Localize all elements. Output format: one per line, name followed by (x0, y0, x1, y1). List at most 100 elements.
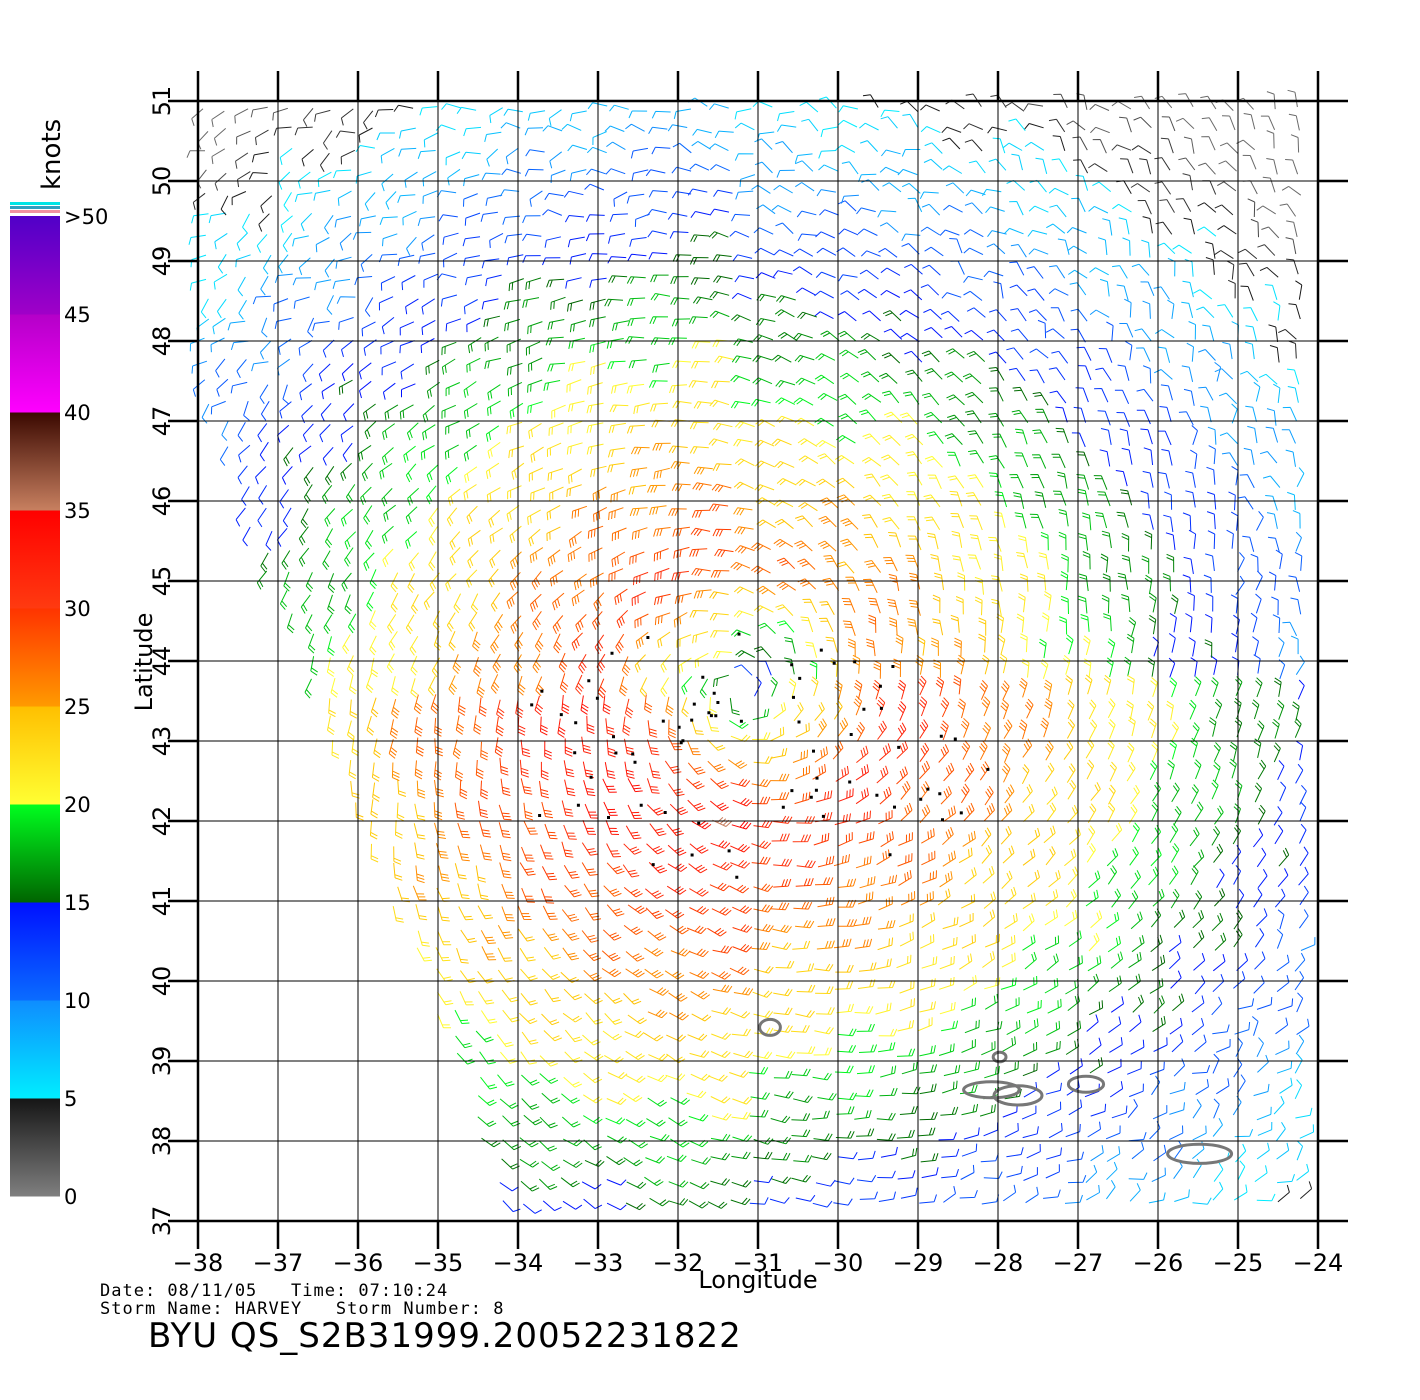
wind-barb-group (690, 540, 962, 1000)
wind-barb-group (709, 411, 1049, 1037)
wind-barb-group (259, 215, 1255, 1162)
wind-barb-group (589, 316, 1171, 1124)
wind-barb-group (1130, 677, 1219, 930)
wind-barb-group (509, 402, 1120, 1124)
wind-barb-group (319, 93, 1299, 275)
wind-barb-group (985, 993, 1081, 1052)
wind-barb-group (529, 593, 689, 935)
wind-barb-group (601, 950, 750, 976)
wind-barb-group (1090, 126, 1110, 134)
wind-barb-group (1084, 1037, 1102, 1098)
wind-barb-group (649, 722, 1200, 1142)
wind-barb-group (625, 803, 689, 874)
wind-barb-group (506, 421, 1096, 1105)
wind-barb-group (281, 363, 1264, 848)
lon-tick-label: −30 (813, 1249, 864, 1277)
legend-band-25-30 (10, 608, 60, 707)
wind-barb-group (1211, 996, 1223, 1074)
axis-ticks (168, 71, 1348, 1249)
wind-barb-group (897, 679, 906, 700)
wind-barb-group (413, 508, 796, 920)
wind-barb-group (1192, 1099, 1202, 1119)
wind-barb-group (401, 237, 1225, 1179)
wind-barb-group (463, 126, 1278, 385)
wind-barb-group (653, 467, 904, 700)
wind-barb-group (364, 261, 1273, 1199)
wind-barb-group (258, 135, 1217, 232)
wind-barb-group (257, 296, 960, 528)
axis-labels: −38 −37 −36 −35 −34 −33 −32 −31 −30 −29 −28 −27 −26 −… (130, 86, 1343, 1294)
wind-barb-group (1094, 512, 1108, 529)
wind-barb-group (608, 507, 1013, 739)
wind-barb-group (282, 106, 1310, 1181)
wind-barb-group (647, 930, 667, 941)
wind-barb-group (463, 168, 1243, 1057)
wind-barb-group (305, 504, 1069, 721)
wind-barb-group (1141, 239, 1212, 1205)
wind-barb-group (525, 341, 1280, 1138)
wind-barb-group (671, 191, 1277, 591)
wind-barb-group (241, 339, 1268, 1161)
wind-barb-group (784, 637, 796, 654)
wind-barb-group (251, 127, 1290, 1203)
wind-barb-group (527, 110, 546, 121)
wind-barb-group (625, 336, 1028, 1149)
wind-barb-group (582, 434, 901, 1046)
wind-barb-group (799, 101, 1112, 192)
wind-barb-group (626, 276, 1038, 1057)
wind-barb-group (445, 382, 461, 397)
wind-barb-group (507, 380, 753, 1105)
wind-barb-group (441, 309, 986, 362)
wind-barb-group (588, 483, 937, 884)
wind-barb-group (190, 137, 1281, 321)
wind-barb-group (1276, 1142, 1290, 1160)
wind-barb-group (324, 466, 1281, 1209)
lon-tick-label: −37 (253, 1249, 304, 1277)
wind-barb-group (753, 762, 955, 892)
wind-barb-group (231, 109, 1237, 235)
wind-barb-group (1089, 719, 1098, 740)
wind-barb-group (613, 191, 628, 207)
wind-barb-group (945, 182, 1257, 1159)
wind-barb-group (248, 172, 1301, 363)
wind-barb-group (1290, 635, 1299, 655)
wind-barb-group (1010, 328, 1258, 633)
wind-barb-group (519, 478, 977, 1025)
wind-barb-group (298, 319, 1047, 1120)
wind-barb-group (667, 844, 687, 856)
lon-tick-label: −24 (1293, 1249, 1344, 1277)
wind-barb-group (340, 392, 1197, 1104)
wind-barb-group (191, 194, 1316, 1058)
legend-band-10-15 (10, 902, 60, 1001)
wind-barb-group (543, 372, 1179, 1107)
wind-barb-group (391, 489, 953, 996)
wind-barb-group (1169, 677, 1178, 698)
wind-barb-group (835, 477, 1033, 930)
wind-barb-group (1073, 159, 1089, 174)
lat-tick-label: 41 (148, 886, 176, 917)
wind-barb-group (896, 594, 1186, 1139)
wind-barb-group (391, 549, 898, 719)
wind-barb-group (260, 179, 880, 296)
wind-barb-group (688, 314, 1263, 1209)
wind-barb-group (455, 592, 956, 913)
wind-barb-group (327, 425, 959, 1053)
wind-barb-group (1183, 136, 1195, 154)
wind-barb-group (388, 421, 982, 740)
wind-barb-group (467, 529, 495, 984)
wind-barb-group (434, 717, 975, 839)
product-identifier: BYU QS_S2B31999.20052231822 (148, 1316, 742, 1356)
wind-barb-group (355, 463, 1012, 1022)
wind-barb-group (477, 484, 941, 920)
wind-barb-group (611, 382, 1159, 1081)
wind-barb-group (421, 277, 1268, 1098)
wind-barb-group (945, 99, 1173, 235)
wind-barb-group (497, 947, 513, 962)
wind-barb-group (490, 674, 857, 888)
wind-barb-group (506, 254, 1287, 1095)
wind-barb-group (234, 108, 249, 124)
wind-barb-group (920, 226, 941, 236)
wind-barb-group (529, 142, 1251, 1160)
wind-barb-group (446, 447, 1093, 1023)
wind-barb-group (219, 296, 1195, 466)
